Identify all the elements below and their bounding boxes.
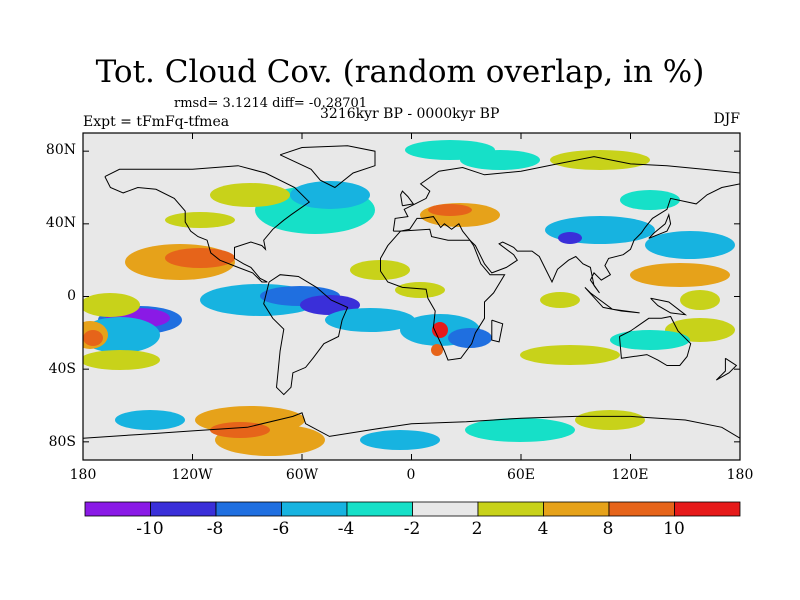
anomaly-patch [460, 150, 540, 170]
coastlines [83, 145, 740, 439]
anomaly-patch [83, 350, 160, 370]
y-tick-label: 0 [67, 288, 76, 304]
colorbar-label: -6 [272, 519, 290, 539]
coastline [380, 228, 506, 361]
anomaly-patch [431, 344, 443, 356]
anomaly-patch [325, 308, 415, 332]
period-label: 3216kyr BP - 0000kyr BP [320, 106, 500, 122]
colorbar-label: -2 [403, 519, 421, 539]
anomaly-patch [610, 330, 690, 350]
colorbar-swatch [281, 501, 348, 517]
anomaly-patch [165, 248, 235, 268]
anomaly-patch [575, 410, 645, 430]
x-tick-label: 60W [285, 467, 319, 483]
colorbar [84, 501, 741, 517]
colorbar-label: -4 [337, 519, 355, 539]
x-tick-label: 120E [611, 467, 649, 483]
coastline [393, 183, 740, 294]
colorbar-label: 4 [537, 519, 549, 539]
season-label: DJF [713, 111, 740, 127]
anomaly-patch [520, 345, 620, 365]
colorbar-swatch [150, 501, 217, 517]
anomaly-patch [680, 290, 720, 310]
anomaly-patch [83, 293, 140, 317]
colorbar-label: -10 [136, 519, 164, 539]
anomaly-patch [395, 282, 445, 298]
x-tick-label: 0 [406, 467, 416, 483]
anomaly-patch [300, 295, 360, 315]
anomaly-patch [540, 292, 580, 308]
colorbar-swatch [412, 501, 479, 517]
coastline [715, 357, 738, 381]
map-title: Tot. Cloud Cov. (random overlap, in %) [95, 54, 705, 90]
anomaly-field [83, 140, 735, 456]
coastline [650, 297, 688, 316]
coastline [279, 145, 376, 189]
coastline [83, 412, 740, 439]
anomaly-patch [115, 410, 185, 430]
coastline [584, 287, 640, 314]
colorbar-swatch [543, 501, 610, 517]
colorbar-swatch [215, 501, 282, 517]
coastline [104, 165, 311, 283]
colorbar-label: 8 [602, 519, 614, 539]
anomaly-patch [448, 328, 492, 348]
x-tick-label: 180 [69, 467, 97, 483]
colorbar-swatch [477, 501, 544, 517]
statistics-label: rmsd= 3.1214 diff= -0.28701 [174, 96, 368, 111]
anomaly-patch [428, 204, 472, 216]
coastline [400, 190, 415, 207]
x-tick-label: 60E [506, 467, 536, 483]
coastline [648, 213, 672, 239]
y-tick-label: 80S [48, 434, 76, 450]
coastline [263, 274, 349, 396]
colorbar-label: -8 [206, 519, 224, 539]
anomaly-patch [645, 231, 735, 259]
axis-ticks [82, 133, 741, 460]
colorbar-swatch [608, 501, 675, 517]
y-tick-label: 40N [45, 215, 76, 231]
x-tick-label: 180 [726, 467, 754, 483]
anomaly-patch [83, 330, 103, 346]
anomaly-patch [165, 212, 235, 228]
anomaly-patch [360, 430, 440, 450]
x-tick-label: 120W [171, 467, 213, 483]
y-tick-label: 40S [48, 361, 76, 377]
colorbar-swatch [346, 501, 413, 517]
coastline [619, 315, 692, 366]
anomaly-patch [210, 183, 290, 207]
colorbar-label: 10 [663, 519, 685, 539]
coastline [392, 156, 740, 232]
anomaly-patch [210, 422, 270, 438]
colorbar-swatch [674, 501, 741, 517]
coastline [491, 319, 504, 343]
anomaly-patch [550, 150, 650, 170]
y-tick-label: 80N [45, 142, 76, 158]
anomaly-patch [620, 190, 680, 210]
colorbar-swatch [84, 501, 151, 517]
anomaly-patch [558, 232, 582, 244]
anomaly-patch [465, 418, 575, 442]
colorbar-label: 2 [471, 519, 483, 539]
experiment-label: Expt = tFmFq-tfmea [83, 114, 230, 130]
anomaly-patch [630, 263, 730, 287]
